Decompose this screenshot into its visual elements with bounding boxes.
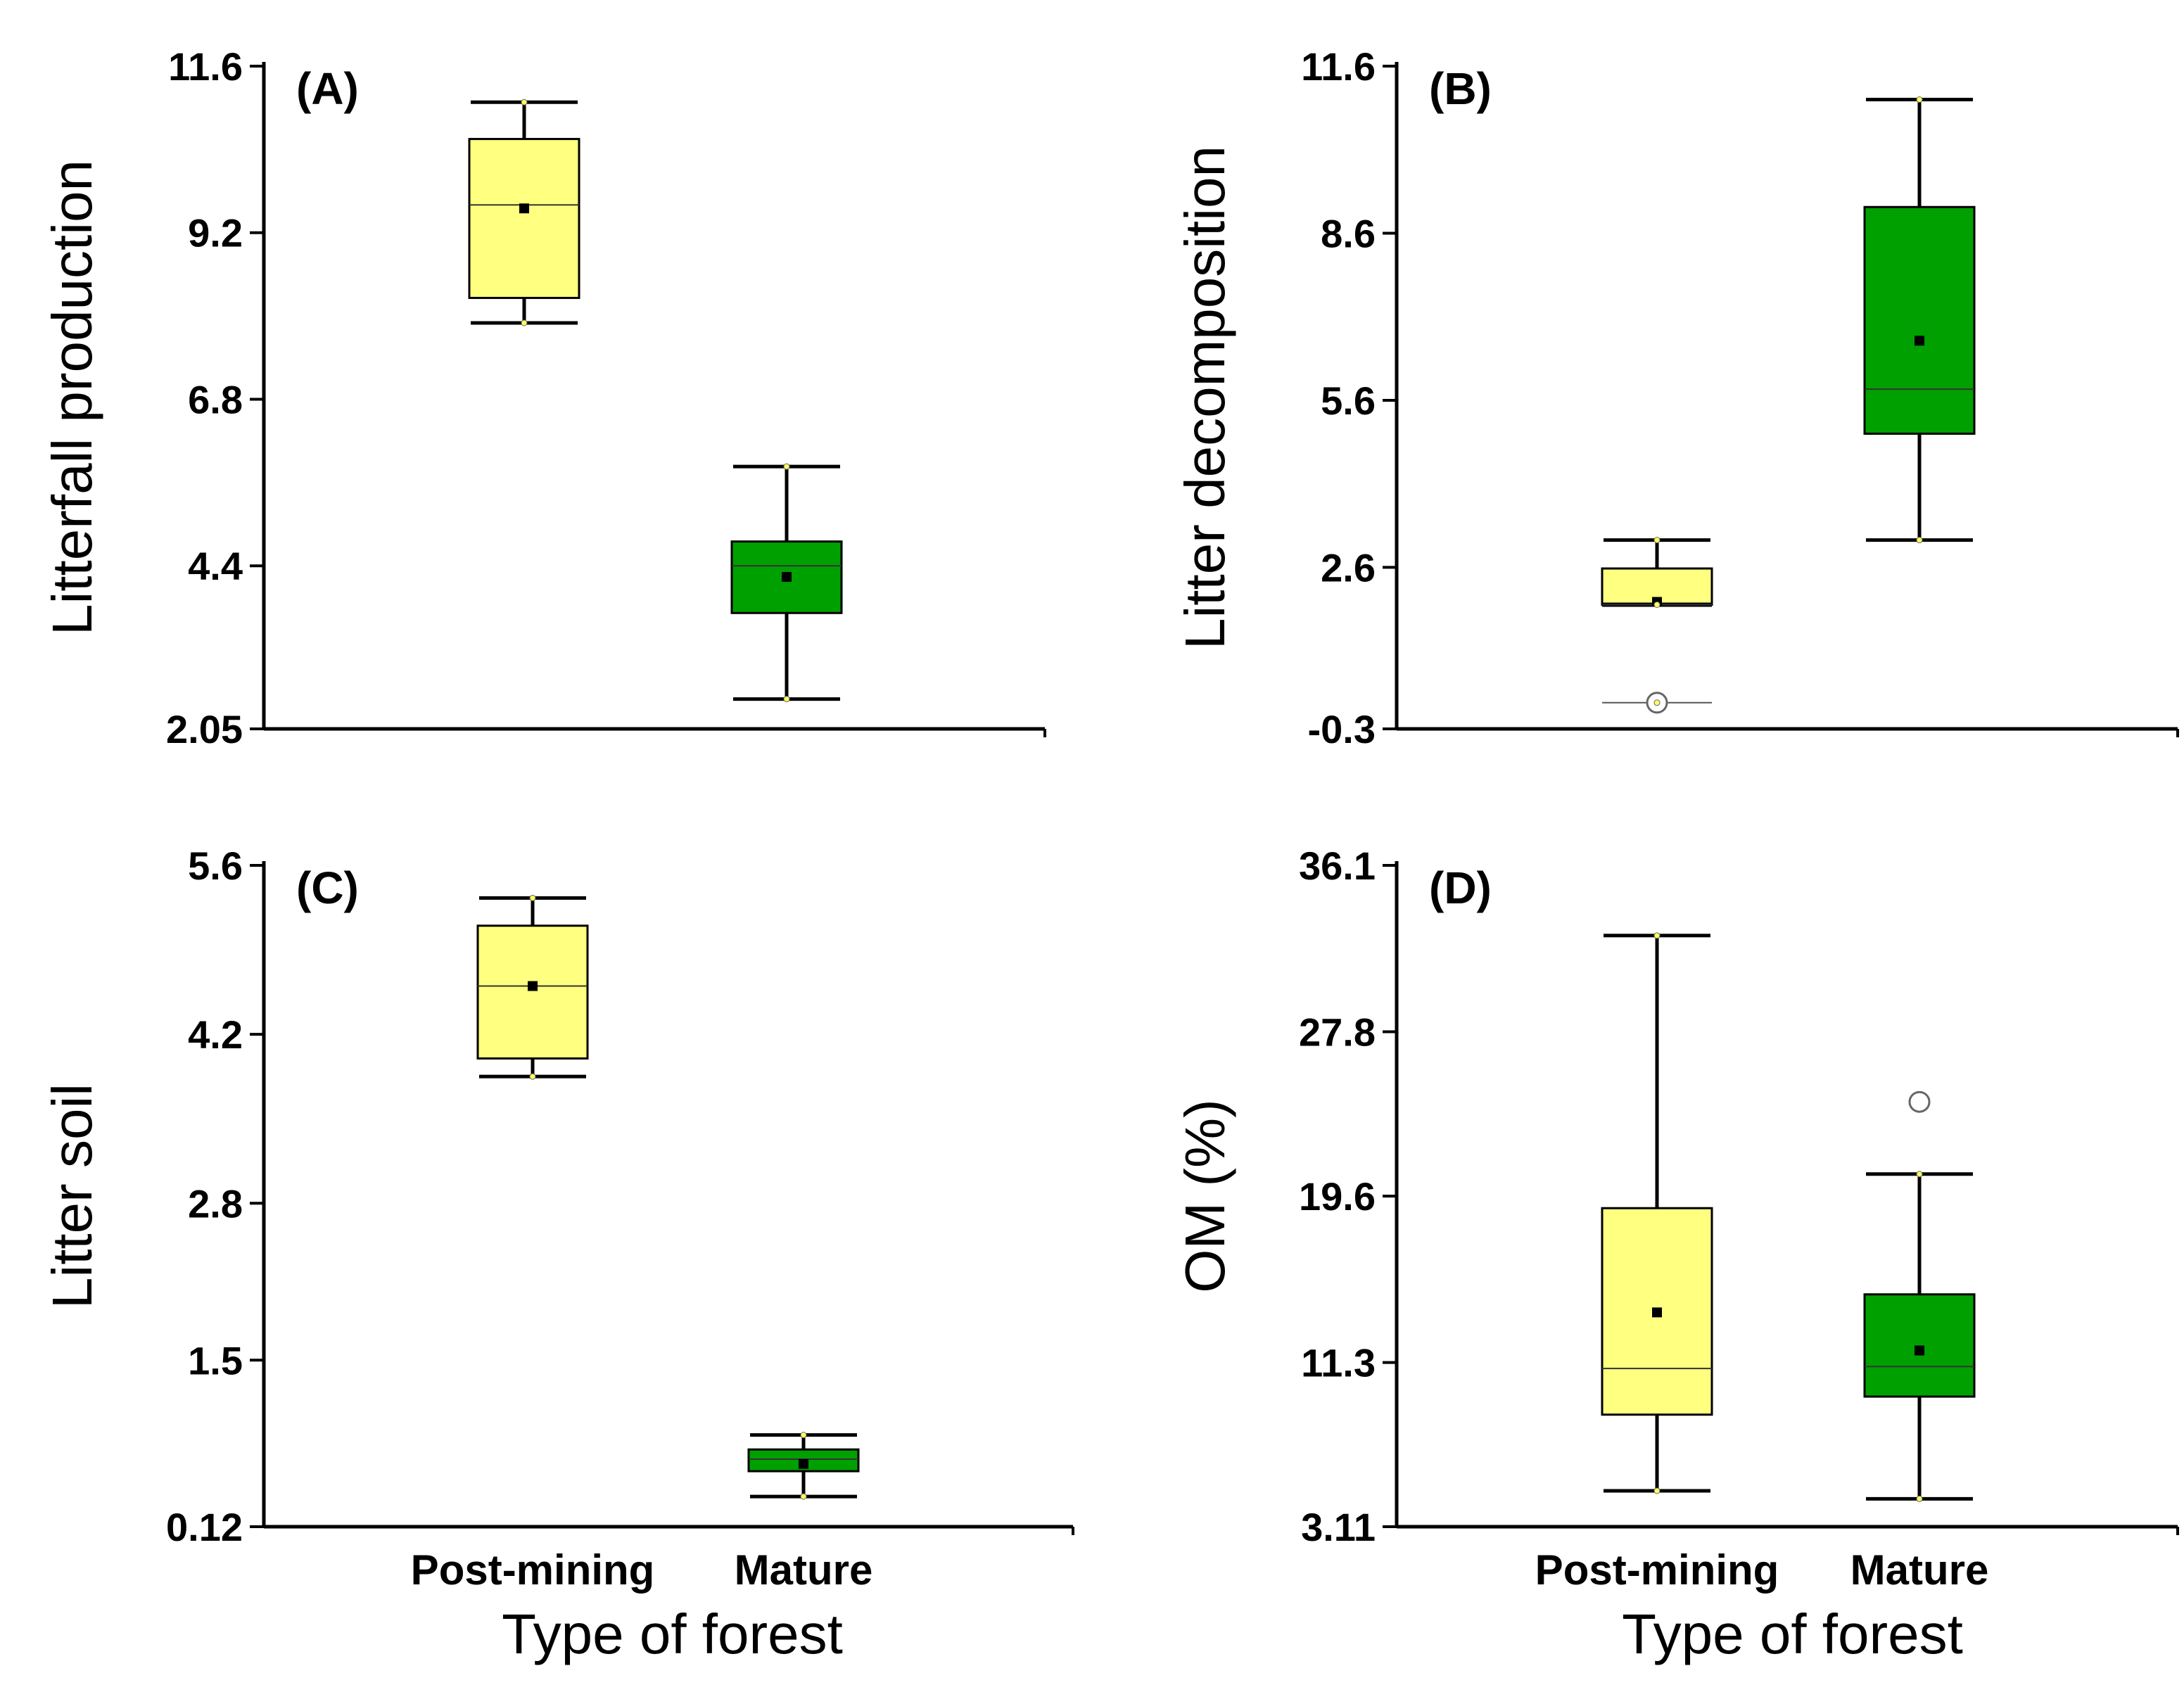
whisker-end-point [521, 319, 528, 326]
mean-marker [519, 203, 529, 214]
box-mature [1863, 96, 1976, 544]
y-tick-label: 36.1 [1299, 844, 1376, 888]
y-tick-label: 2.05 [166, 707, 243, 751]
whisker-end-point [529, 894, 536, 901]
whisker-end-point [1916, 96, 1923, 103]
panel-a: 2.05 4.4 6.8 9.2 11.6 (A) Litterfall productio… [41, 44, 1046, 751]
outlier-point [1908, 1091, 1931, 1113]
whisker-end-point [783, 696, 790, 703]
box-mature [730, 463, 843, 703]
mean-marker [1915, 1345, 1924, 1356]
box-iqr [1863, 205, 1976, 435]
y-tick-label: 1.5 [188, 1338, 243, 1382]
x-axis-title: Type of forest [502, 1603, 843, 1665]
whisker-end-point [529, 1073, 536, 1080]
mean-marker [799, 1458, 808, 1469]
x-axis-title: Type of forest [1622, 1603, 1963, 1665]
box-mature [1863, 1091, 1976, 1502]
whisker-end-point [1916, 1171, 1923, 1178]
y-axis-title: Litterfall production [41, 160, 103, 635]
panel-label: (D) [1429, 863, 1492, 913]
whisker-end-point [521, 98, 528, 106]
y-tick-label: 27.8 [1299, 1010, 1376, 1054]
mean-marker [782, 571, 792, 582]
whisker-end-point [1653, 601, 1661, 608]
box-post-mining [468, 98, 580, 326]
x-category-label: Mature [1850, 1546, 1989, 1594]
panel-label: (C) [296, 863, 359, 913]
whisker-end-point [1653, 1487, 1661, 1494]
box-post-mining [1601, 537, 1713, 714]
y-tick-label: 8.6 [1321, 211, 1376, 255]
y-tick-label: 5.6 [188, 844, 243, 888]
y-tick-label: 4.4 [188, 544, 243, 588]
box-post-mining [1601, 932, 1713, 1494]
whisker-end-point [1916, 537, 1923, 544]
y-tick-label: 5.6 [1321, 379, 1376, 423]
panel-b: -0.3 2.6 5.6 8.6 11.6 (B) Litter decomposition [1174, 44, 2179, 751]
y-tick-label: -0.3 [1308, 707, 1376, 751]
box-post-mining [476, 894, 589, 1080]
x-category-label: Post-mining [411, 1546, 655, 1594]
y-tick-label: 2.6 [1321, 545, 1376, 590]
y-tick-label: 11.3 [1301, 1341, 1376, 1385]
y-axis-title: Litter soil [41, 1083, 103, 1309]
panel-d: 3.11 11.3 19.6 27.8 36.1 (D) OM (%) Post-mining… [1174, 844, 2179, 1665]
y-tick-label: 0.12 [166, 1505, 243, 1549]
box-mature [747, 1432, 860, 1500]
y-tick-label: 11.6 [1301, 44, 1376, 89]
y-tick-label: 3.11 [1301, 1505, 1376, 1549]
mean-marker [1652, 1307, 1662, 1318]
y-tick-label: 6.8 [188, 377, 243, 421]
y-tick-label: 4.2 [188, 1012, 243, 1057]
y-axis-title: OM (%) [1174, 1099, 1236, 1293]
whisker-end-point [800, 1493, 807, 1500]
y-tick-label: 19.6 [1299, 1174, 1376, 1219]
mean-marker [1915, 336, 1924, 346]
whisker-end-point [800, 1432, 807, 1439]
outlier-center [1653, 699, 1661, 706]
y-axis-title: Litter decomposition [1174, 146, 1236, 649]
whisker-end-point [1916, 1495, 1923, 1502]
whisker-end-point [783, 463, 790, 470]
whisker-end-point [1653, 537, 1661, 544]
x-category-label: Mature [735, 1546, 873, 1594]
box-iqr [1863, 1293, 1976, 1398]
y-tick-label: 9.2 [188, 211, 243, 255]
y-tick-label: 11.6 [168, 44, 243, 89]
box-iqr [476, 924, 589, 1060]
panel-label: (B) [1429, 63, 1492, 114]
x-category-label: Post-mining [1535, 1546, 1779, 1594]
box-iqr [468, 138, 580, 299]
whisker-end-point [1653, 932, 1661, 939]
y-tick-label: 2.8 [188, 1181, 243, 1226]
panel-label: (A) [296, 63, 359, 114]
mean-marker [528, 981, 538, 991]
panel-c: 0.12 1.5 2.8 4.2 5.6 (C) Litter soil Post-minin… [41, 844, 1074, 1665]
